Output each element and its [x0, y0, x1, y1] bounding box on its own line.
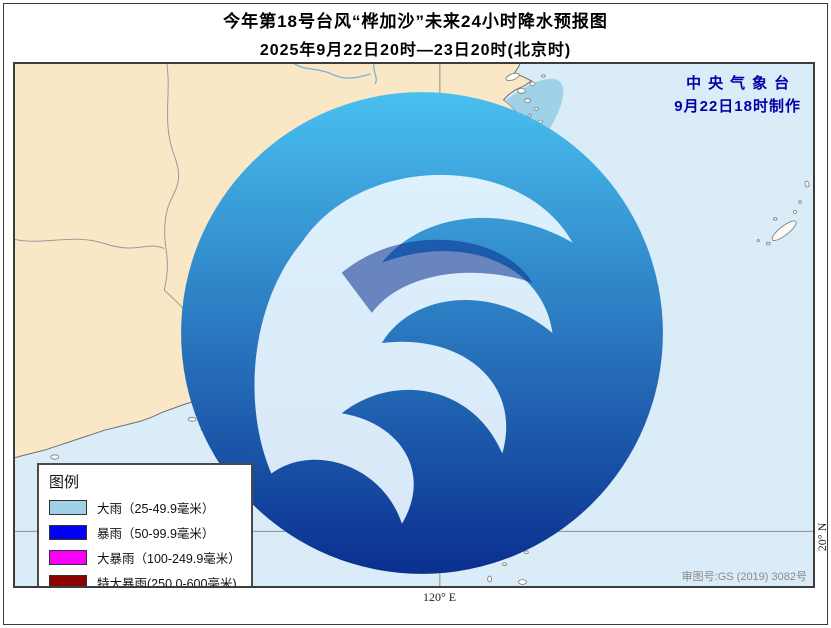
longitude-label: 120° E [423, 590, 457, 604]
legend-label-heavy: 大雨（25-49.9毫米） [97, 502, 215, 516]
maker-agency: 中央气象台 [686, 75, 797, 92]
cma-logo [181, 92, 663, 574]
legend-row-storm: 暴雨（50-99.9毫米） [49, 523, 243, 542]
forecast-map: 120 80 600 中央气象台 9月22日18时制作 图例 [13, 62, 815, 588]
legend-row-severe: 大暴雨（100-249.9毫米） [49, 548, 243, 567]
legend-swatch-extreme [49, 575, 87, 586]
legend-swatch-heavy [49, 500, 87, 515]
title-line2: 2025年9月22日20时—23日20时(北京时) [259, 42, 572, 59]
map-title: 今年第18号台风“桦加沙”未来24小时降水预报图 2025年9月22日20时—2… [0, 7, 831, 60]
legend-swatch-severe [49, 550, 87, 565]
title-line1: 今年第18号台风“桦加沙”未来24小时降水预报图 [223, 12, 608, 31]
legend-box: 图例 大雨（25-49.9毫米） 暴雨（50-99.9毫米） 大暴雨（100-2… [37, 463, 253, 588]
maker-time: 9月22日18时制作 [674, 98, 801, 115]
legend-title: 图例 [49, 474, 80, 491]
map-approval-number: 审图号:GS (2019) 3082号 [681, 571, 807, 583]
legend-label-extreme: 特大暴雨(250.0-600毫米) [97, 577, 237, 588]
legend-label-storm: 暴雨（50-99.9毫米） [97, 527, 215, 541]
legend-row-extreme: 特大暴雨(250.0-600毫米) [49, 573, 243, 588]
legend-row-heavy: 大雨（25-49.9毫米） [49, 498, 243, 517]
maker-box: 中央气象台 9月22日18时制作 [674, 72, 801, 116]
legend-label-severe: 大暴雨（100-249.9毫米） [97, 552, 241, 566]
latitude-label: 20° N [815, 522, 829, 552]
legend-swatch-storm [49, 525, 87, 540]
rivers [293, 64, 377, 85]
